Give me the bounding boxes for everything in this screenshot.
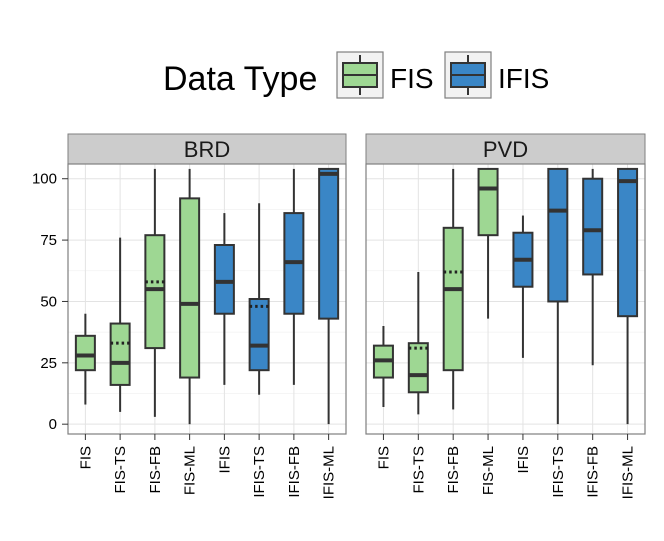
x-tick-label: IFIS-FB: [286, 446, 303, 498]
box-iqr: [74, 334, 96, 372]
box-brd-fis-fb: [144, 168, 166, 417]
box-brd-fis-ts: [109, 237, 131, 412]
x-tick-label: IFIS-FB: [585, 446, 602, 498]
box-iqr: [547, 167, 569, 303]
panel-border: [365, 163, 646, 435]
x-tick-label: IFIS: [216, 446, 233, 474]
box-iqr: [179, 197, 201, 379]
strip-pvd: [365, 133, 646, 165]
x-tick-label: IFIS-TS: [251, 446, 268, 498]
x-tick-label: FIS-FB: [445, 446, 462, 494]
box-iqr: [407, 342, 429, 394]
panel-brd: BRD FIS FIS-TS FIS-FB FIS-ML IFIS IFIS-TS IFIS-…: [67, 133, 347, 499]
box-pvd-ifis: [512, 215, 534, 358]
box-iqr: [477, 167, 499, 237]
x-tick-label: IFIS-TS: [550, 446, 567, 498]
box-pvd-ifis-fb: [582, 168, 604, 366]
box-brd-ifis: [213, 213, 235, 385]
x-tick-label: FIS-ML: [480, 446, 497, 495]
strip-label-brd: BRD: [184, 137, 230, 162]
legend-item-fis: FIS: [336, 51, 434, 99]
x-tick-label: IFIS-ML: [321, 446, 338, 499]
box-iqr: [617, 167, 639, 318]
x-tick-label: IFIS-ML: [620, 446, 637, 499]
box-iqr: [144, 234, 166, 350]
legend: Data Type FIS IFIS: [163, 51, 549, 99]
x-tick-label: IFIS: [515, 446, 532, 474]
box-pvd-ifis-ts: [547, 167, 569, 425]
y-tick-label: 25: [40, 355, 57, 372]
legend-item-ifis: IFIS: [444, 51, 549, 99]
panels: BRD FIS FIS-TS FIS-FB FIS-ML IFIS IFIS-TS IFIS-…: [67, 133, 646, 499]
boxes: [372, 167, 639, 425]
x-tick-label: FIS-TS: [410, 446, 427, 494]
box-brd-fis: [74, 313, 96, 405]
y-tick-label: 50: [40, 293, 57, 310]
y-tick-label: 0: [49, 416, 57, 433]
legend-items: FIS IFIS: [336, 51, 549, 99]
legend-title: Data Type: [163, 60, 317, 98]
x-tick-label: FIS-TS: [112, 446, 129, 494]
box-pvd-fis-ts: [407, 272, 429, 415]
box-iqr: [213, 244, 235, 315]
box-pvd-fis: [372, 326, 394, 407]
panel-border: [67, 163, 347, 435]
y-tick-label: 75: [40, 232, 57, 249]
boxes: [74, 167, 340, 425]
box-brd-ifis-ml: [318, 167, 340, 425]
legend-label-fis: FIS: [390, 63, 434, 94]
x-axis: FIS FIS-TS FIS-FB FIS-ML IFIS IFIS-TS IFIS-FB I…: [77, 434, 338, 499]
y-tick-label: 100: [32, 171, 57, 188]
box-iqr: [248, 298, 270, 372]
box-iqr: [582, 177, 604, 276]
strip-brd: [67, 133, 347, 165]
legend-label-ifis: IFIS: [498, 63, 549, 94]
y-axis: 0 25 50 75 100: [32, 171, 68, 433]
box-brd-ifis-ts: [248, 203, 270, 395]
strip-label-pvd: PVD: [483, 137, 528, 162]
panel-pvd: PVD FIS FIS-TS FIS-FB FIS-ML IFIS IFIS-TS IFIS-…: [365, 133, 646, 499]
box-iqr: [318, 167, 340, 320]
x-axis: FIS FIS-TS FIS-FB FIS-ML IFIS IFIS-TS IFIS-FB I…: [375, 434, 637, 499]
x-tick-label: FIS: [77, 446, 94, 469]
box-brd-ifis-fb: [283, 168, 305, 385]
box-pvd-fis-ml: [477, 167, 499, 319]
x-tick-label: FIS-FB: [147, 446, 164, 494]
box-iqr: [109, 322, 131, 386]
x-tick-label: FIS: [375, 446, 392, 469]
box-iqr: [442, 226, 464, 372]
box-brd-fis-ml: [179, 168, 201, 425]
x-tick-label: FIS-ML: [182, 446, 199, 495]
box-pvd-ifis-ml: [617, 167, 639, 425]
box-pvd-fis-fb: [442, 168, 464, 410]
